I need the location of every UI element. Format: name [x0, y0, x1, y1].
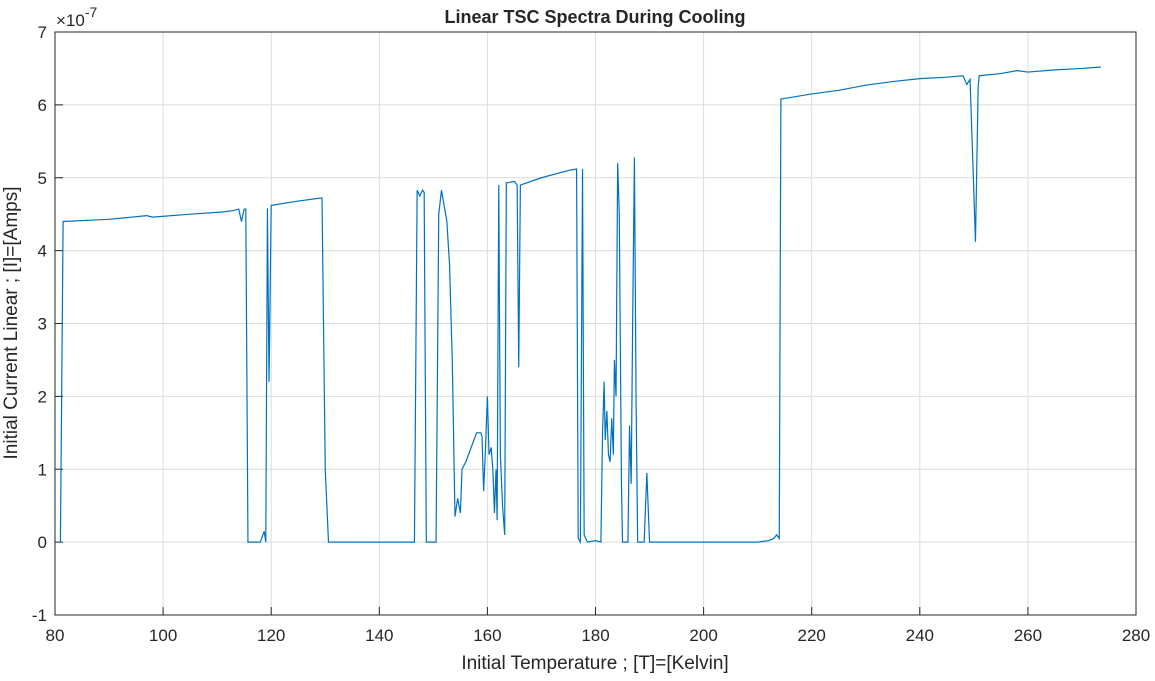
- x-tick-label: 100: [149, 626, 177, 645]
- multiplier-base: ×10: [56, 11, 85, 30]
- y-tick-label: 5: [38, 169, 47, 188]
- y-tick-label: 0: [38, 533, 47, 552]
- x-tick-label: 80: [46, 626, 65, 645]
- y-tick-label: 1: [38, 460, 47, 479]
- x-tick-label: 160: [473, 626, 501, 645]
- x-tick-label: 240: [906, 626, 934, 645]
- x-tick-label: 140: [365, 626, 393, 645]
- chart-title: Linear TSC Spectra During Cooling: [444, 7, 745, 27]
- y-tick-label: -1: [32, 606, 47, 625]
- x-tick-label: 260: [1014, 626, 1042, 645]
- y-tick-label: 3: [38, 315, 47, 334]
- x-axis-label: Initial Temperature ; [T]=[Kelvin]: [461, 653, 728, 674]
- multiplier-exponent: -7: [85, 4, 98, 20]
- x-tick-label: 120: [257, 626, 285, 645]
- x-tick-label: 200: [689, 626, 717, 645]
- y-tick-label: 2: [38, 387, 47, 406]
- y-tick-label: 4: [38, 242, 47, 261]
- x-tick-label: 280: [1122, 626, 1150, 645]
- plot-frame: [54, 31, 1137, 616]
- x-tick-label: 220: [798, 626, 826, 645]
- y-axis-label: Initial Current Linear ; [I]=[Amps]: [1, 187, 22, 460]
- y-multiplier: ×10-7: [56, 4, 98, 30]
- data-line: [57, 66, 1101, 545]
- y-tick-label: 6: [38, 96, 47, 115]
- x-tick-label: 180: [581, 626, 609, 645]
- y-tick-label: 7: [38, 23, 47, 42]
